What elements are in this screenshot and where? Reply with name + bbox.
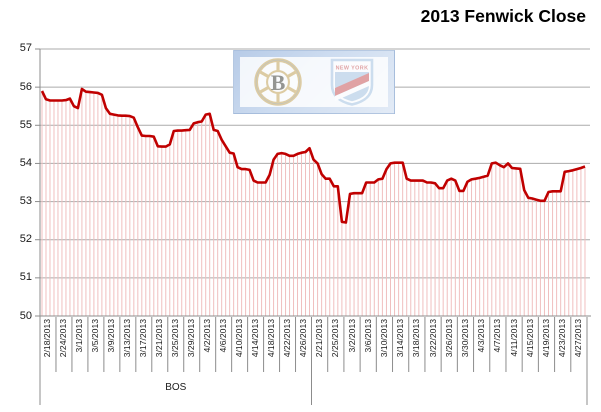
x-axis-date-label: 4/11/2013 — [508, 319, 519, 357]
x-axis-date-label: 3/25/2013 — [170, 319, 181, 358]
x-axis-date-label: 3/22/2013 — [427, 319, 438, 358]
x-axis-date-label: 4/27/2013 — [573, 319, 584, 358]
boston-bruins-logo: B — [254, 58, 302, 106]
x-axis-date-label: 3/10/2013 — [378, 319, 389, 358]
x-axis-date-label: 3/13/2013 — [122, 319, 133, 358]
y-axis-label: 57 — [19, 42, 32, 55]
svg-text:NEW YORK: NEW YORK — [336, 65, 369, 71]
team-logos-box: B NEW YORK — [233, 50, 395, 114]
x-axis-date-label: 3/21/2013 — [154, 319, 165, 358]
svg-text:B: B — [271, 71, 286, 95]
x-axis-date-label: 2/21/2013 — [314, 319, 325, 358]
x-axis-date-label: 2/18/2013 — [42, 319, 53, 358]
x-axis-date-label: 4/10/2013 — [234, 319, 245, 358]
x-axis-date-label: 3/9/2013 — [106, 319, 117, 353]
x-axis-date-label: 3/18/2013 — [411, 319, 422, 358]
x-axis-date-label: 4/22/2013 — [282, 319, 293, 358]
x-axis-date-label: 4/18/2013 — [266, 319, 277, 358]
y-axis-label: 52 — [19, 233, 32, 246]
x-axis-date-label: 3/1/2013 — [74, 319, 85, 353]
y-axis-label: 54 — [19, 156, 32, 169]
y-axis-label: 53 — [19, 195, 32, 208]
x-axis-date-label: 3/6/2013 — [362, 319, 373, 353]
chart-title: 2013 Fenwick Close — [420, 6, 586, 26]
x-axis-date-label: 2/25/2013 — [330, 319, 341, 358]
x-axis-date-label: 4/23/2013 — [557, 319, 568, 358]
x-axis-date-label: 4/15/2013 — [524, 319, 535, 358]
y-axis-label: 56 — [19, 80, 32, 93]
x-axis-date-label: 4/14/2013 — [250, 319, 261, 358]
x-axis-date-label: 4/2/2013 — [202, 319, 213, 353]
x-axis-date-label: 4/6/2013 — [218, 319, 229, 353]
x-axis-date-label: 2/24/2013 — [58, 319, 69, 358]
x-axis-date-label: 4/3/2013 — [476, 319, 487, 353]
y-axis-label: 51 — [19, 271, 32, 284]
x-axis-date-label: 3/14/2013 — [395, 319, 406, 358]
x-axis-date-label: 3/29/2013 — [186, 319, 197, 358]
x-axis-date-label: 3/30/2013 — [459, 319, 470, 358]
x-axis-date-label: 4/7/2013 — [492, 319, 503, 353]
y-axis-label: 55 — [19, 118, 32, 131]
x-axis-date-label: 3/5/2013 — [90, 319, 101, 353]
team-logos-panel: B NEW YORK — [240, 57, 388, 107]
x-axis-date-label: 4/26/2013 — [298, 319, 308, 358]
new-york-rangers-logo: NEW YORK — [330, 58, 374, 106]
group-label-team: BOS — [165, 382, 187, 393]
x-axis-date-label: 3/26/2013 — [443, 319, 454, 358]
x-axis-date-label: 3/17/2013 — [138, 319, 149, 358]
fenwick-close-line — [40, 87, 586, 224]
y-axis-label: 50 — [19, 309, 32, 322]
x-axis-date-label: 4/19/2013 — [540, 319, 551, 358]
x-axis-date-label: 3/2/2013 — [346, 319, 357, 353]
